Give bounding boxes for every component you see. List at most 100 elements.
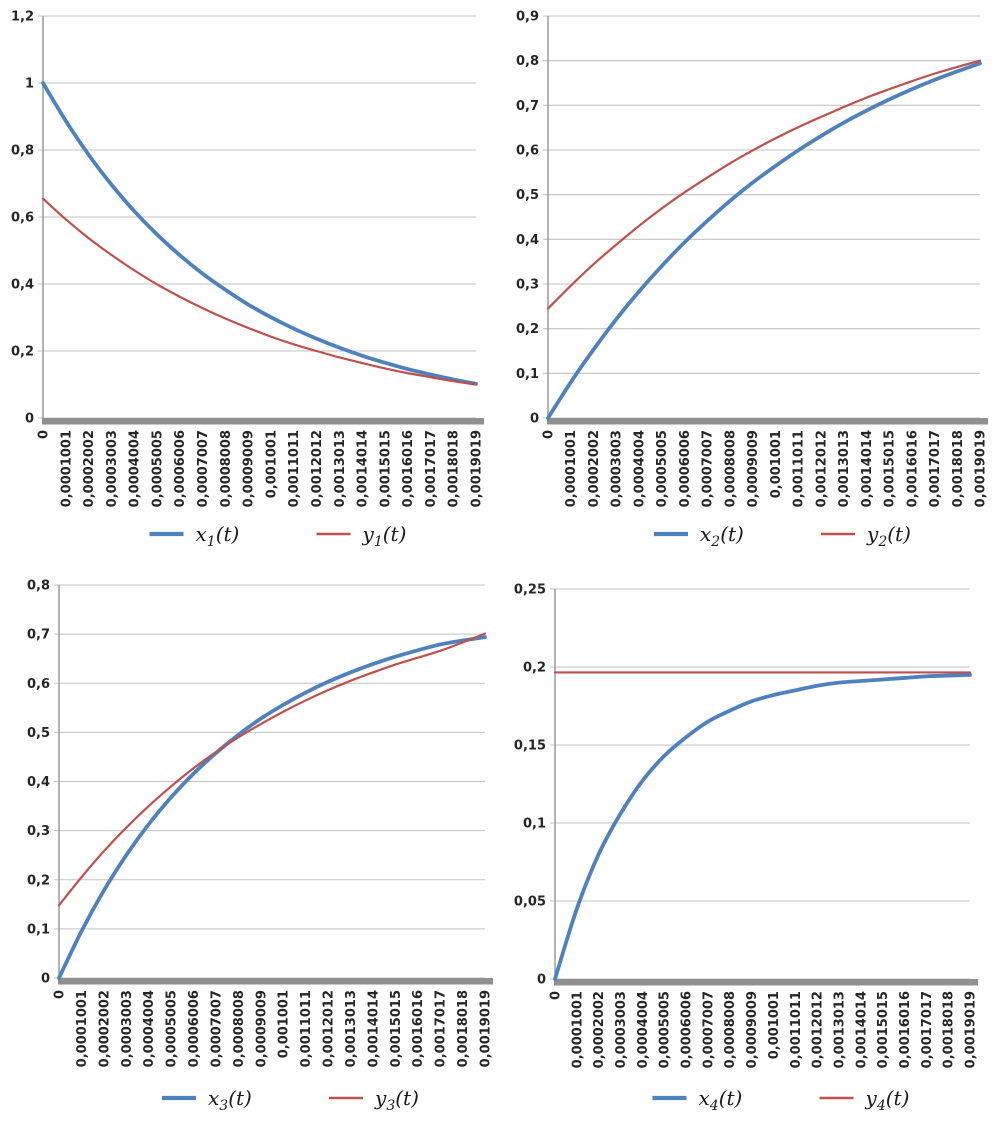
x-tick-label: 0,0005005	[658, 991, 673, 1068]
legend-item-y3: y3(t)	[329, 1086, 419, 1114]
x-tick-label: 0,0005005	[655, 430, 670, 507]
legend-label-y1: y1(t)	[362, 522, 407, 550]
x-tick-label: 0,0018018	[456, 990, 471, 1067]
y-tick-label: 0,6	[11, 211, 34, 226]
x-tick-label: 0,0019019	[964, 991, 979, 1068]
x-tick-label: 0,0009009	[745, 991, 760, 1068]
y-tick-label: 0,8	[11, 144, 34, 159]
x-tick-label: 0,0011011	[287, 430, 302, 507]
x-tick-label: 0	[37, 430, 52, 439]
x-tick-label: 0,0015015	[876, 991, 891, 1068]
x-tick-label: 0,0006006	[680, 991, 695, 1068]
y-tick-label: 0	[530, 412, 539, 427]
chart-x3-y3-canvas: 0 0,1 0,2 0,3 0,4 0,5 0,6 0,7 0,8 0 0,0001001 0,000…	[27, 579, 494, 1115]
chart-x4-y4-canvas: 0 0,05 0,1 0,15 0,2 0,25 0 0,0001001 0,0002002 0,…	[514, 583, 979, 1115]
y-tick-label: 0	[537, 973, 546, 988]
y-tick-label: 0,7	[516, 99, 539, 114]
x-baseline-bar	[58, 978, 493, 985]
x-tick-label: 0,0002002	[97, 990, 112, 1067]
x-tick-label: 0,0005005	[150, 430, 165, 507]
y-tick-label: 0,4	[11, 278, 34, 293]
x-tick-label: 0,0018018	[942, 991, 957, 1068]
y-tick-label: 0,25	[514, 583, 546, 598]
x-tick-label: 0,0018018	[951, 430, 966, 507]
y-tick-label: 0,3	[516, 278, 539, 293]
chart-x3-y3: 0 0,1 0,2 0,3 0,4 0,5 0,6 0,7 0,8 0 0,0001001 0,000…	[0, 561, 499, 1122]
x-tick-label: 0,0004004	[142, 990, 157, 1067]
y-tick-label: 0,1	[516, 367, 539, 382]
y-tick-label: 0,3	[27, 824, 50, 839]
x-tick-label: 0,0011011	[792, 430, 807, 507]
x-tick-label: 0,0003003	[105, 430, 120, 507]
x-tick-label: 0,0008008	[723, 430, 738, 507]
x-tick-label: 0,0014014	[854, 991, 869, 1068]
x-tick-label: 0,0007007	[701, 991, 716, 1068]
y-tick-label: 0,2	[11, 345, 34, 360]
legend-label-y3: y3(t)	[374, 1086, 419, 1114]
y-tick-label: 0,8	[516, 54, 539, 69]
x-tick-label: 0,0004004	[636, 991, 651, 1068]
x-tick-label: 0,0015015	[389, 990, 404, 1067]
x-tick-label: 0,0014014	[860, 430, 875, 507]
x-tick-label: 0,0002002	[587, 430, 602, 507]
x-tick-label: 0,0016016	[898, 991, 913, 1068]
chart-x1-y1-canvas: 0 0,2 0,4 0,6 0,8 1 1,2 0 0,0001001 0,0002002 0,00…	[11, 10, 485, 551]
x-tick-label: 0,0011011	[299, 990, 314, 1067]
legend-item-x1: x1(t)	[149, 522, 239, 550]
x-tick-label: 0,0001001	[59, 430, 74, 507]
x-tick-label: 0,0017017	[434, 990, 449, 1067]
x-baseline-bar	[42, 418, 484, 425]
x-tick-label: 0,0013013	[832, 991, 847, 1068]
x-baseline-bar	[547, 418, 988, 425]
x-tick-label: 0,0016016	[905, 430, 920, 507]
series-line-y3	[57, 632, 487, 907]
y-tick-label: 0,15	[514, 739, 546, 754]
x-tick-label: 0,0012012	[814, 430, 829, 507]
legend-label-x4: x4(t)	[699, 1086, 743, 1114]
x-tick-label: 0,0013013	[344, 990, 359, 1067]
x-tick-label: 0,0014014	[356, 430, 371, 507]
x-tick-label: 0,0019019	[479, 990, 494, 1067]
x-tick-label: 0,0004004	[128, 430, 143, 507]
legend-label-x3: x3(t)	[208, 1086, 252, 1114]
y-tick-label: 0,2	[516, 322, 539, 337]
legend-item-x4: x4(t)	[652, 1086, 743, 1114]
x-tick-label: 0,0013013	[837, 430, 852, 507]
x-baseline-bar	[554, 979, 978, 986]
y-tick-label: 0	[41, 972, 50, 987]
x-tick-label: 0,0016016	[401, 430, 416, 507]
y-tick-label: 0,6	[27, 677, 50, 692]
x-tick-label: 0,0009009	[242, 430, 257, 507]
x-tick-label: 0,0012012	[322, 990, 337, 1067]
x-tick-label: 0,001001	[264, 430, 279, 498]
x-tick-label: 0,0008008	[219, 430, 234, 507]
x-tick-label: 0,0007007	[701, 430, 716, 507]
x-tick-label: 0,0012012	[811, 991, 826, 1068]
x-tick-label: 0,0008008	[232, 990, 247, 1067]
y-tick-label: 0,05	[514, 895, 546, 910]
x-tick-label: 0,0006006	[173, 430, 188, 507]
legend-item-y2: y2(t)	[821, 522, 911, 550]
chart-x4-y4: 0 0,05 0,1 0,15 0,2 0,25 0 0,0001001 0,0002002 0,…	[499, 561, 998, 1122]
x-tick-label: 0,0017017	[928, 430, 943, 507]
x-tick-label: 0,001001	[767, 991, 782, 1059]
y-tick-label: 0,1	[523, 817, 546, 832]
y-tick-label: 1,2	[11, 10, 34, 25]
series-line-x1	[41, 81, 478, 386]
x-tick-label: 0,0001001	[570, 991, 585, 1068]
series-line-x4	[553, 672, 972, 981]
x-tick-label: 0,0003003	[120, 990, 135, 1067]
y-tick-label: 0,6	[516, 144, 539, 159]
x-tick-label: 0	[549, 991, 564, 1000]
y-tick-label: 0,1	[27, 922, 50, 937]
x-tick-label: 0,0006006	[187, 990, 202, 1067]
x-tick-label: 0,0015015	[883, 430, 898, 507]
legend-item-y4: y4(t)	[819, 1086, 909, 1114]
x-tick-label: 0,001001	[277, 990, 292, 1058]
chart-x2-y2: 0 0,1 0,2 0,3 0,4 0,5 0,6 0,7 0,8 0,9 0 0,0001001 0,…	[499, 0, 998, 561]
x-tick-label: 0,0005005	[165, 990, 180, 1067]
series-line-y2	[546, 59, 982, 310]
x-tick-label: 0,0012012	[310, 430, 325, 507]
chart-x1-y1: 0 0,2 0,4 0,6 0,8 1 1,2 0 0,0001001 0,0002002 0,00…	[0, 0, 499, 561]
x-tick-label: 0,0003003	[610, 430, 625, 507]
